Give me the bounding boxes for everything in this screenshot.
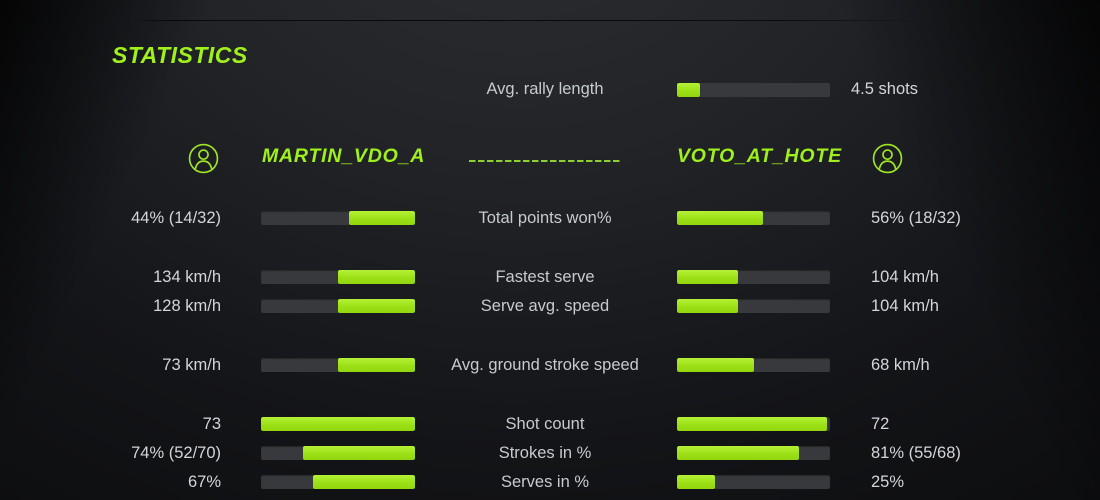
stat-label: Strokes in %	[498, 444, 592, 462]
right-player-bar	[677, 211, 830, 225]
left-player-bar	[261, 211, 415, 225]
stat-label: Shot count	[505, 415, 585, 433]
stat-label: Serve avg. speed	[480, 297, 610, 315]
right-player-bar	[677, 417, 830, 431]
stat-row-serve-avg-speed: 128 km/h Serve avg. speed 104 km/h	[0, 295, 1100, 317]
person-circle-icon	[872, 143, 903, 174]
left-player-bar	[261, 446, 415, 460]
top-divider-line	[128, 20, 940, 21]
page-title: STATISTICS	[112, 42, 248, 68]
bar-fill	[677, 270, 739, 284]
bar-fill	[348, 211, 415, 225]
left-player-value: 74% (52/70)	[131, 444, 221, 462]
right-player-value: 68 km/h	[871, 356, 930, 374]
avg-rally-length-bar	[677, 83, 830, 97]
stat-label: Serves in %	[500, 473, 590, 491]
bar-fill	[302, 446, 415, 460]
bar-fill	[261, 417, 415, 431]
left-player-name: MARTIN_VDO_A	[262, 145, 426, 167]
right-player-value: 56% (18/32)	[871, 209, 961, 227]
stat-label: Total points won%	[478, 209, 612, 227]
person-circle-icon	[188, 143, 219, 174]
right-player-value: 81% (55/68)	[871, 444, 961, 462]
bar-fill	[677, 358, 754, 372]
left-player-bar	[261, 475, 415, 489]
bar-fill	[677, 299, 739, 313]
stat-row-serves-in: 67% Serves in % 25%	[0, 471, 1100, 493]
right-player-bar	[677, 299, 830, 313]
stat-label: Fastest serve	[495, 268, 595, 286]
right-player-bar	[677, 270, 830, 284]
left-player-value: 134 km/h	[153, 268, 221, 286]
left-player-bar	[261, 358, 415, 372]
left-player-value: 73	[202, 415, 221, 433]
bar-fill	[338, 270, 415, 284]
right-player-bar	[677, 358, 830, 372]
right-player-name: VOTO_AT_HOTE	[677, 145, 842, 167]
center-divider-dashes	[469, 160, 622, 162]
avg-rally-length-label: Avg. rally length	[486, 80, 604, 98]
left-player-bar	[261, 417, 415, 431]
right-player-value: 104 km/h	[871, 297, 939, 315]
stat-row-shot-count: 73 Shot count 72	[0, 413, 1100, 435]
right-player-value: 104 km/h	[871, 268, 939, 286]
left-player-bar	[261, 270, 415, 284]
bar-fill	[338, 299, 415, 313]
stat-row-strokes-in: 74% (52/70) Strokes in % 81% (55/68)	[0, 442, 1100, 464]
stat-row-fastest-serve: 134 km/h Fastest serve 104 km/h	[0, 266, 1100, 288]
stat-row-total-points: 44% (14/32) Total points won% 56% (18/32…	[0, 207, 1100, 229]
left-player-bar	[261, 299, 415, 313]
stat-row-ground-stroke-speed: 73 km/h Avg. ground stroke speed 68 km/h	[0, 354, 1100, 376]
stat-label: Avg. ground stroke speed	[451, 356, 639, 374]
right-player-bar	[677, 446, 830, 460]
right-player-value: 25%	[871, 473, 905, 491]
bar-fill	[313, 475, 415, 489]
left-player-value: 73 km/h	[162, 356, 221, 374]
bar-fill	[677, 83, 700, 97]
bar-fill	[677, 475, 716, 489]
bar-fill	[338, 358, 415, 372]
left-player-value: 44% (14/32)	[131, 209, 221, 227]
left-player-value: 128 km/h	[153, 297, 221, 315]
bar-fill	[677, 211, 763, 225]
bar-fill	[677, 446, 800, 460]
left-player-value: 67%	[187, 473, 221, 491]
right-player-value: 72	[871, 415, 890, 433]
right-player-bar	[677, 475, 830, 489]
avg-rally-length-value: 4.5 shots	[851, 80, 918, 98]
bar-fill	[677, 417, 827, 431]
